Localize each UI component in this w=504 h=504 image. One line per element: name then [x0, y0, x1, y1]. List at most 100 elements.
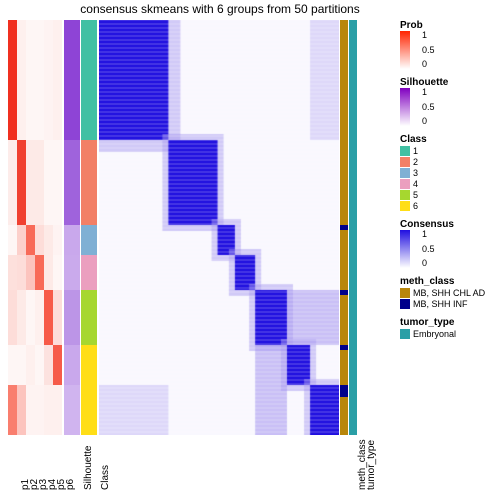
prob-cell	[35, 140, 44, 225]
anno-cell	[340, 295, 348, 345]
anno-cell	[340, 140, 348, 225]
legend-swatch	[400, 288, 410, 298]
legend-label: 6	[413, 201, 418, 211]
heatmap-canvas	[99, 20, 339, 435]
anno-cell	[340, 230, 348, 255]
prob-cell	[17, 225, 26, 255]
prob-cell	[44, 255, 53, 290]
anno-cell	[64, 140, 80, 225]
legend-title: Class	[400, 134, 500, 145]
prob-cell	[8, 255, 17, 290]
prob-col-p3	[26, 20, 35, 435]
legend-title: tumor_type	[400, 317, 500, 328]
legend-title: Prob	[400, 20, 500, 31]
prob-cell	[26, 290, 35, 345]
legend-item: Embryonal	[400, 328, 500, 339]
legend-tick: 1	[422, 229, 427, 239]
anno-cell	[64, 385, 80, 435]
prob-cell	[53, 385, 62, 435]
prob-cell	[26, 140, 35, 225]
prob-col-p4	[35, 20, 44, 435]
legend-item: 6	[400, 200, 500, 211]
prob-cell	[35, 385, 44, 435]
anno-cell	[64, 345, 80, 385]
class-cell	[81, 20, 97, 140]
legend-ramp	[400, 31, 410, 69]
legend-swatch	[400, 299, 410, 309]
prob-col-p5	[44, 20, 53, 435]
prob-cell	[44, 385, 53, 435]
prob-columns	[8, 20, 62, 435]
anno-cell	[340, 385, 348, 397]
anno-cell	[340, 255, 348, 290]
legend-swatch	[400, 179, 410, 189]
legend-swatch	[400, 157, 410, 167]
silhouette-column	[64, 20, 80, 435]
consensus-heatmap	[99, 20, 339, 435]
legend-label: 5	[413, 190, 418, 200]
prob-cell	[17, 255, 26, 290]
prob-cell	[44, 225, 53, 255]
class-cell	[81, 290, 97, 345]
prob-col-p1	[8, 20, 17, 435]
prob-cell	[8, 140, 17, 225]
prob-cell	[26, 345, 35, 385]
legend-tick: 0	[422, 258, 427, 268]
tumor-cell	[349, 20, 357, 435]
legend-swatch	[400, 190, 410, 200]
panel-area	[8, 20, 357, 435]
legend-label: 1	[413, 146, 418, 156]
legend-title: meth_class	[400, 276, 500, 287]
anno-cell	[340, 20, 348, 140]
meth-class-column	[340, 20, 348, 435]
anno-cell	[64, 290, 80, 345]
legend-label: Embryonal	[413, 329, 456, 339]
legend-item: MB, SHH INF	[400, 298, 500, 309]
legend-label: 2	[413, 157, 418, 167]
prob-cell	[17, 20, 26, 140]
legend-swatch	[400, 146, 410, 156]
legend-ramp	[400, 88, 410, 126]
legend-swatch	[400, 329, 410, 339]
prob-cell	[17, 140, 26, 225]
prob-cell	[53, 20, 62, 140]
prob-cell	[8, 20, 17, 140]
anno-cell	[64, 255, 80, 290]
tumor-type-column	[349, 20, 357, 435]
xlabel: Class	[100, 465, 111, 490]
legend-item: 4	[400, 178, 500, 189]
legend-item: 5	[400, 189, 500, 200]
legend-tick: 0	[422, 59, 427, 69]
legend-label: MB, SHH CHL AD	[413, 288, 485, 298]
plot-title: consensus skmeans with 6 groups from 50 …	[50, 2, 390, 16]
legend-tick: 1	[422, 30, 427, 40]
legend-swatch	[400, 201, 410, 211]
legend-item: 1	[400, 145, 500, 156]
prob-cell	[53, 255, 62, 290]
prob-cell	[53, 290, 62, 345]
legend-tick: 1	[422, 87, 427, 97]
prob-cell	[8, 290, 17, 345]
legend-tick: 0.5	[422, 102, 435, 112]
class-column	[81, 20, 97, 435]
legend-title: Silhouette	[400, 77, 500, 88]
prob-cell	[17, 385, 26, 435]
prob-cell	[35, 255, 44, 290]
prob-cell	[53, 225, 62, 255]
xlabel: p6	[65, 479, 76, 490]
class-cell	[81, 255, 97, 290]
prob-cell	[53, 345, 62, 385]
xlabel: Silhouette	[83, 446, 94, 490]
class-cell	[81, 140, 97, 225]
prob-cell	[35, 290, 44, 345]
legend-tick: 0.5	[422, 45, 435, 55]
anno-cell	[64, 20, 80, 140]
legend-label: 3	[413, 168, 418, 178]
prob-cell	[17, 290, 26, 345]
prob-cell	[44, 345, 53, 385]
prob-cell	[44, 290, 53, 345]
anno-cell	[340, 397, 348, 435]
legend-ramp	[400, 230, 410, 268]
prob-cell	[35, 225, 44, 255]
prob-cell	[44, 140, 53, 225]
